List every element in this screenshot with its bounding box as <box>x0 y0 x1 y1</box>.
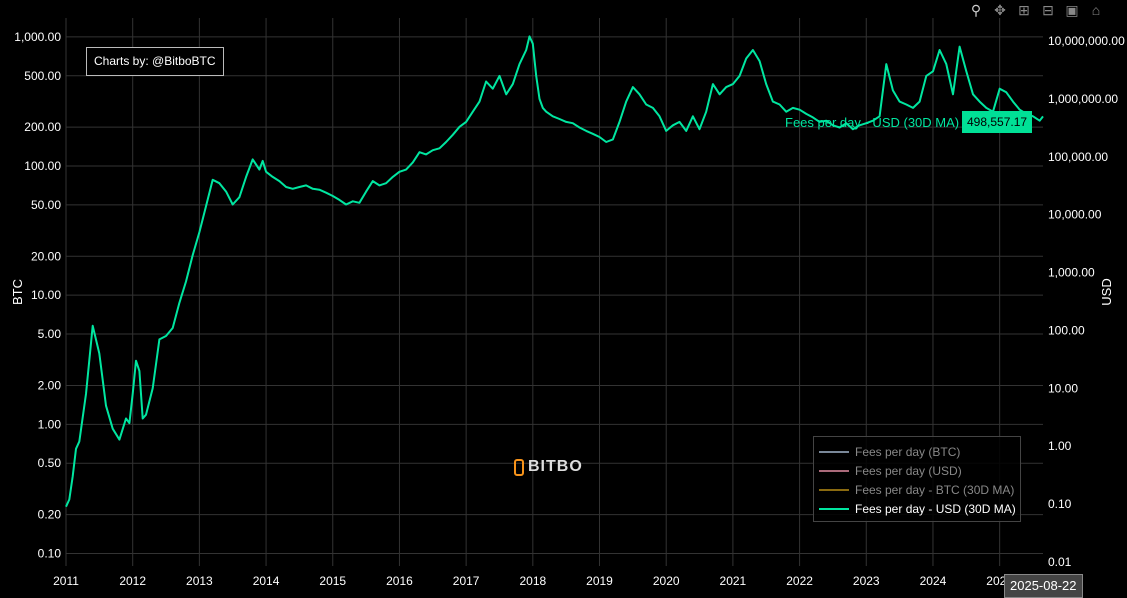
chart-legend: Fees per day (BTC) Fees per day (USD) Fe… <box>813 436 1021 522</box>
x-tick-label: 2019 <box>586 574 613 588</box>
autoscale-icon[interactable]: ▣ <box>1065 1 1079 18</box>
legend-label: Fees per day - BTC (30D MA) <box>855 482 1015 497</box>
x-tick-label: 2020 <box>653 574 680 588</box>
legend-swatch <box>819 469 849 472</box>
series-line <box>65 35 1044 508</box>
y-tick-label: 1,000.00 <box>14 30 61 44</box>
x-tick-label: 2015 <box>319 574 346 588</box>
x-tick-label: 2013 <box>186 574 213 588</box>
y-axis-btc-ticks: 0.10 0.20 0.50 1.00 2.00 5.00 10.00 20.00 50.00 1… <box>14 30 61 561</box>
y2-axis-title: USD <box>1099 278 1114 305</box>
legend-item[interactable]: Fees per day (USD) <box>814 461 1020 480</box>
logo-text: BITBO <box>528 458 583 475</box>
legend-label: Fees per day (USD) <box>855 463 962 478</box>
legend-swatch <box>819 450 849 453</box>
y-tick-label: 0.50 <box>38 456 62 470</box>
x-tick-label: 2016 <box>386 574 413 588</box>
y2-tick-label: 0.01 <box>1048 555 1072 569</box>
y-tick-label: 0.10 <box>38 546 62 560</box>
y2-tick-label: 100,000.00 <box>1048 150 1108 164</box>
y-tick-label: 5.00 <box>38 327 62 341</box>
x-tick-label: 2018 <box>519 574 546 588</box>
y-tick-label: 100.00 <box>24 159 61 173</box>
chart-grid <box>65 18 1043 566</box>
chart-credit: Charts by: @BitboBTC <box>86 47 224 76</box>
zoom-out-icon[interactable]: ⊟ <box>1042 1 1054 18</box>
legend-item[interactable]: Fees per day - BTC (30D MA) <box>814 480 1020 499</box>
x-tick-label: 2023 <box>853 574 880 588</box>
legend-item[interactable]: Fees per day - USD (30D MA) <box>814 499 1020 518</box>
y-tick-label: 10.00 <box>31 288 61 302</box>
x-tick-label: 2022 <box>786 574 813 588</box>
bitbo-logo: BITBO <box>514 458 583 476</box>
chart-toolbar: ⚲ ✥ ⊞ ⊟ ▣ ⌂ <box>967 1 1105 19</box>
y2-tick-label: 10,000,000.00 <box>1048 34 1125 48</box>
legend-swatch <box>819 507 849 510</box>
bitbo-mark-icon <box>514 458 524 476</box>
y2-tick-label: 1,000.00 <box>1048 266 1095 280</box>
y-tick-label: 50.00 <box>31 198 61 212</box>
y-axis-title: BTC <box>10 279 25 305</box>
y2-tick-label: 10,000.00 <box>1048 208 1102 222</box>
legend-label: Fees per day - USD (30D MA) <box>855 501 1016 516</box>
y-axis-usd-ticks: 0.01 0.10 1.00 10.00 100.00 1,000.00 10,000.00… <box>1048 34 1125 569</box>
legend-label: Fees per day (BTC) <box>855 444 961 459</box>
hover-series-label: Fees per day - USD (30D MA) <box>785 115 960 130</box>
y2-tick-label: 10.00 <box>1048 381 1078 395</box>
y2-tick-label: 100.00 <box>1048 323 1085 337</box>
y-tick-label: 200.00 <box>24 120 61 134</box>
x-tick-label: 2024 <box>920 574 947 588</box>
y2-tick-label: 1.00 <box>1048 439 1072 453</box>
x-tick-label: 2021 <box>720 574 747 588</box>
x-tick-label: 2011 <box>53 574 79 588</box>
x-tick-label: 2017 <box>453 574 480 588</box>
y-tick-label: 20.00 <box>31 249 61 263</box>
pan-icon[interactable]: ✥ <box>994 1 1006 18</box>
y-tick-label: 2.00 <box>38 378 62 392</box>
legend-swatch <box>819 488 849 491</box>
hover-date: 2025-08-22 <box>1004 574 1083 598</box>
hover-value: 498,557.17 <box>962 111 1033 133</box>
series-layer <box>65 35 1044 508</box>
zoom-icon[interactable]: ⚲ <box>970 1 982 18</box>
x-tick-label: 2012 <box>119 574 146 588</box>
zoom-in-icon[interactable]: ⊞ <box>1018 1 1030 18</box>
home-icon[interactable]: ⌂ <box>1091 2 1101 18</box>
y-tick-label: 0.20 <box>38 508 62 522</box>
y-tick-label: 1.00 <box>38 417 62 431</box>
y2-tick-label: 0.10 <box>1048 497 1072 511</box>
y-tick-label: 500.00 <box>24 69 61 83</box>
legend-item[interactable]: Fees per day (BTC) <box>814 442 1020 461</box>
y2-tick-label: 1,000,000.00 <box>1048 92 1118 106</box>
x-tick-label: 2014 <box>253 574 280 588</box>
x-axis-ticks: 2011 2012 2013 2014 2015 2016 2017 2018 2019 2020… <box>53 574 1013 588</box>
